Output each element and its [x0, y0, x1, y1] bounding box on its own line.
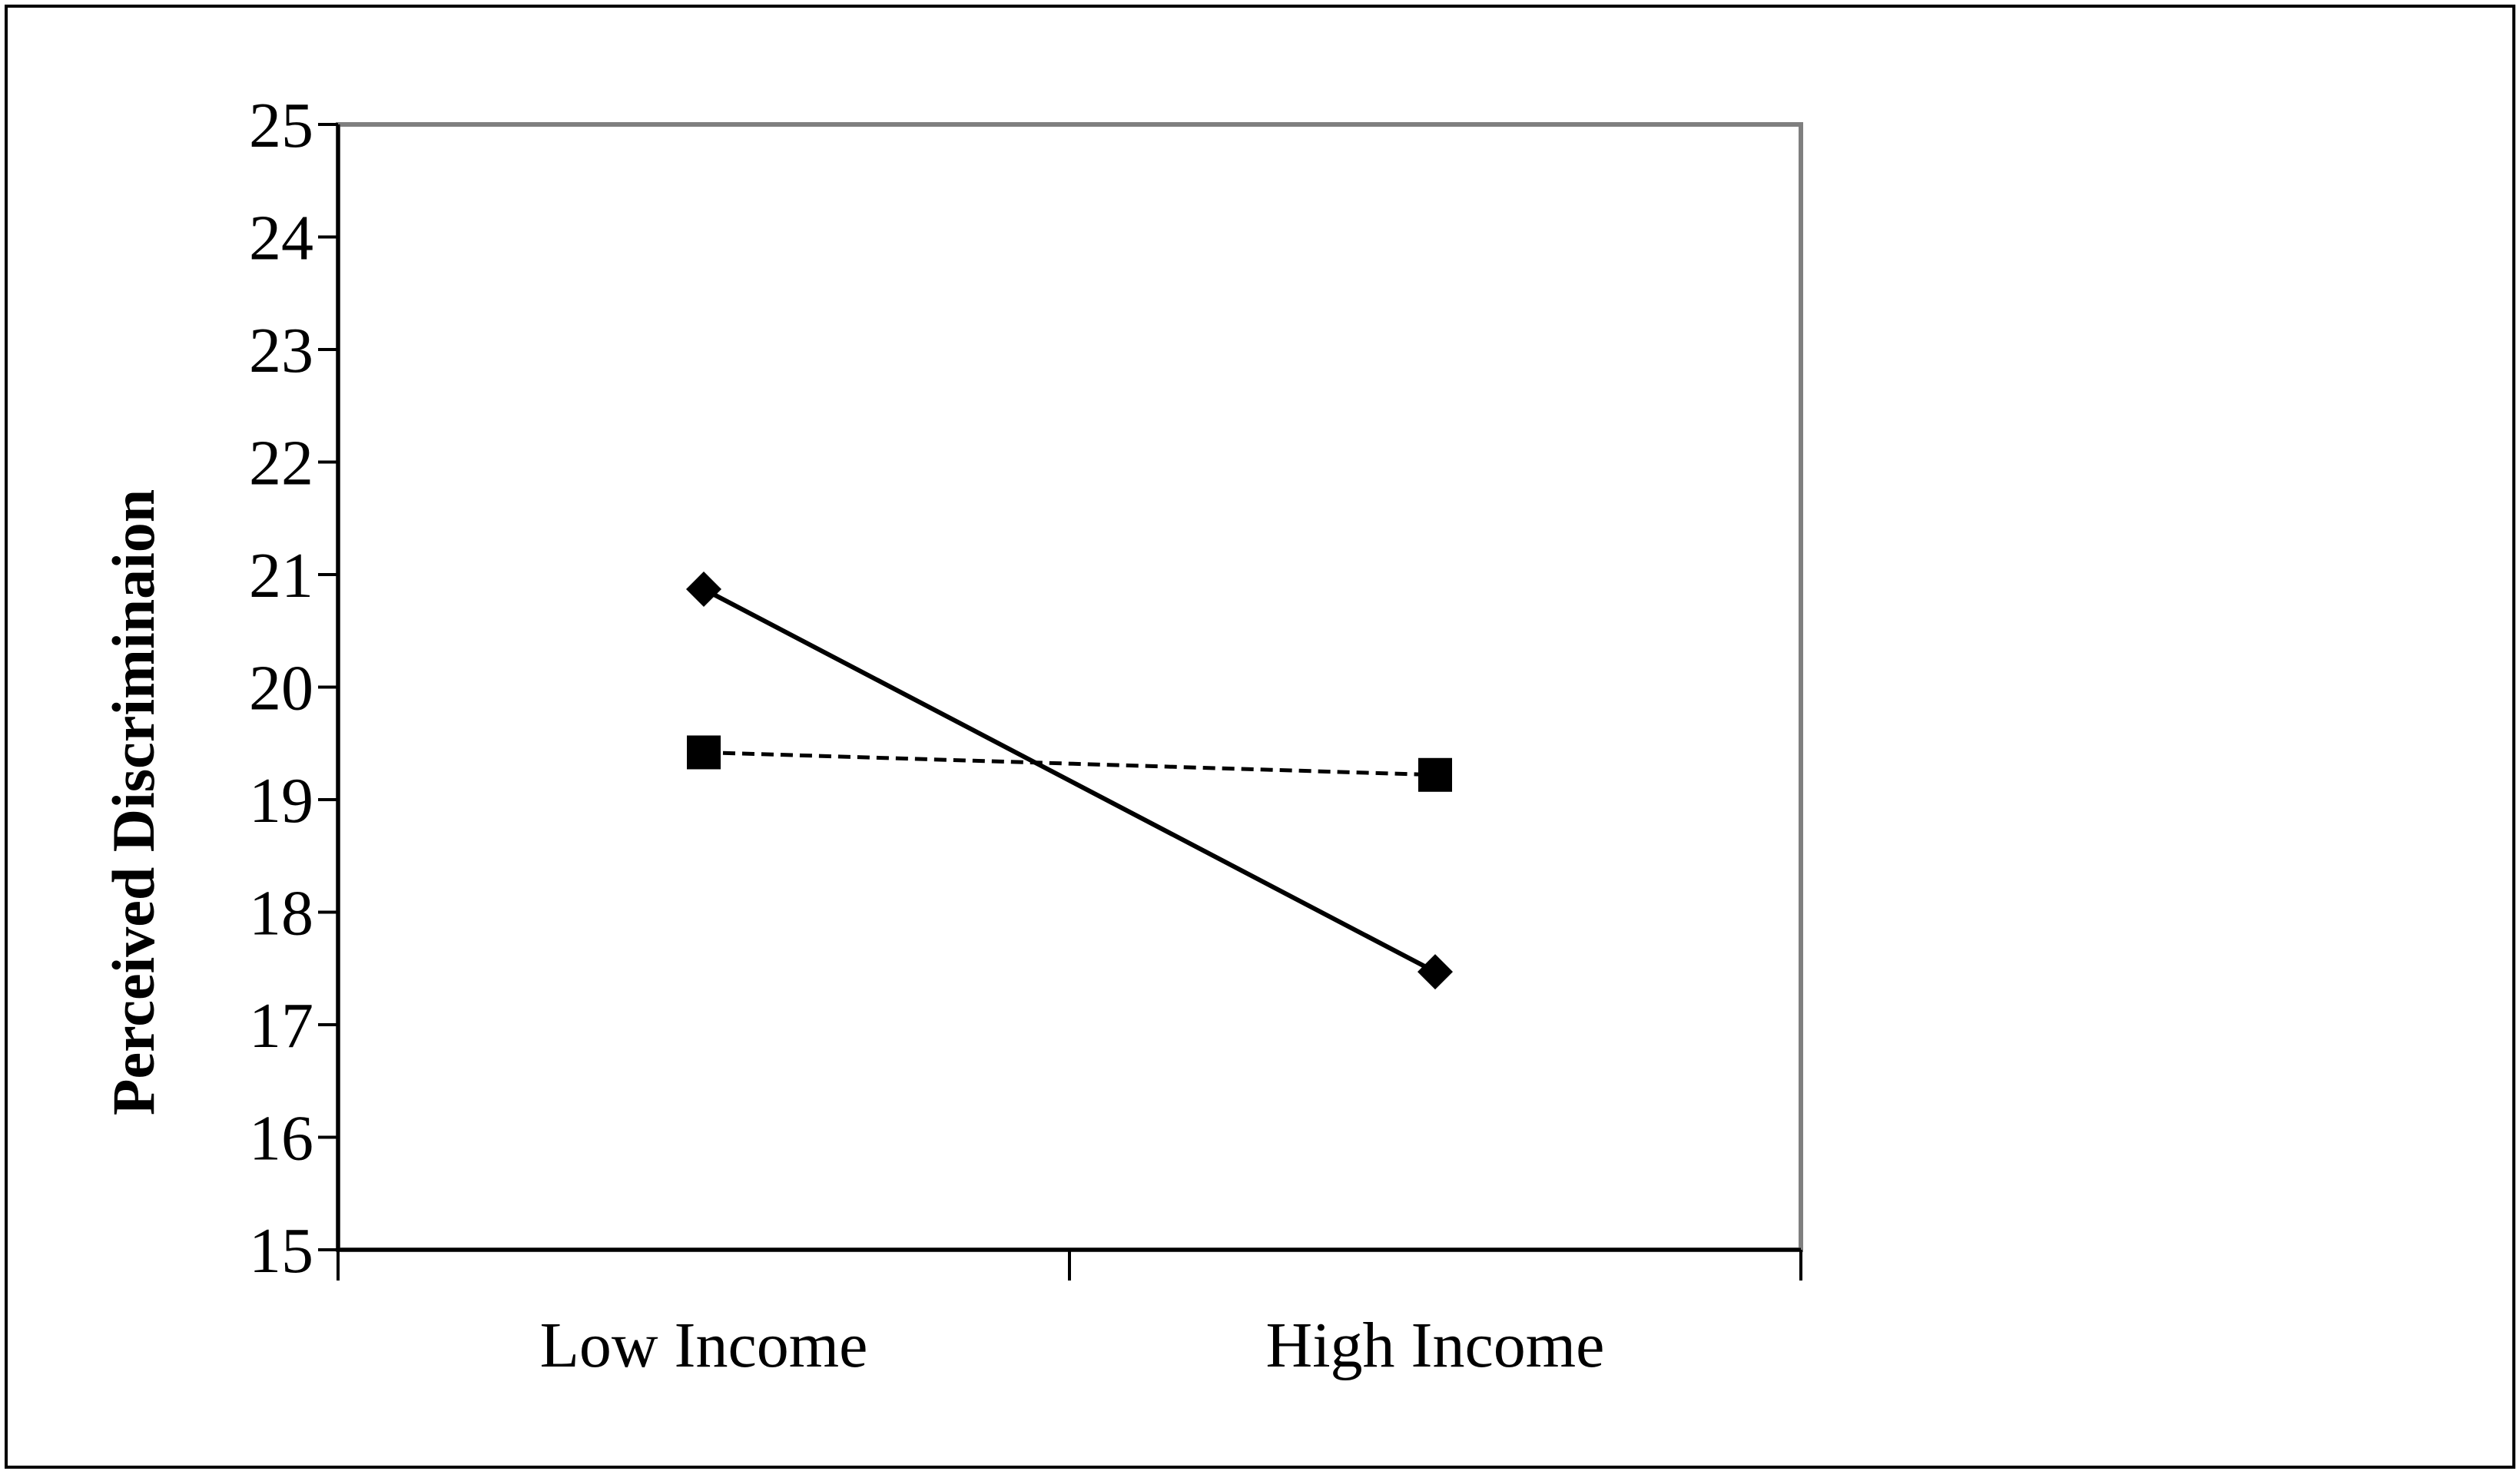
series-layer	[686, 572, 1453, 990]
y-tick-label: 15	[249, 1215, 313, 1287]
x-category-label: High Income	[1266, 1310, 1605, 1381]
y-tick-label: 19	[249, 765, 313, 837]
series-2-line	[703, 750, 1436, 777]
series-1-line	[702, 587, 1437, 974]
y-tick-label: 23	[249, 315, 313, 386]
y-axis-title: Perceived Discriminaion	[100, 489, 167, 1115]
y-tick-label: 25	[249, 90, 313, 161]
plot-area	[336, 122, 1803, 1252]
diamond-marker	[1418, 954, 1453, 990]
y-tick-label: 21	[249, 540, 313, 611]
x-category-label: Low Income	[540, 1310, 868, 1381]
y-tick-label: 20	[249, 653, 313, 724]
series-2	[687, 735, 1452, 792]
diamond-marker	[686, 572, 721, 608]
x-axis: Low Income High Income	[337, 1247, 1802, 1381]
y-tick-label: 22	[249, 428, 313, 499]
square-marker	[687, 735, 721, 770]
y-tick-label: 17	[249, 990, 313, 1062]
y-axis: 15 16 17 18 19 20 21 22 23 24 25	[249, 90, 340, 1287]
square-marker	[1418, 757, 1452, 792]
series-1	[686, 572, 1453, 990]
y-tick-label: 16	[249, 1103, 313, 1175]
y-tick-label: 24	[249, 203, 313, 274]
y-tick-label: 18	[249, 878, 313, 949]
